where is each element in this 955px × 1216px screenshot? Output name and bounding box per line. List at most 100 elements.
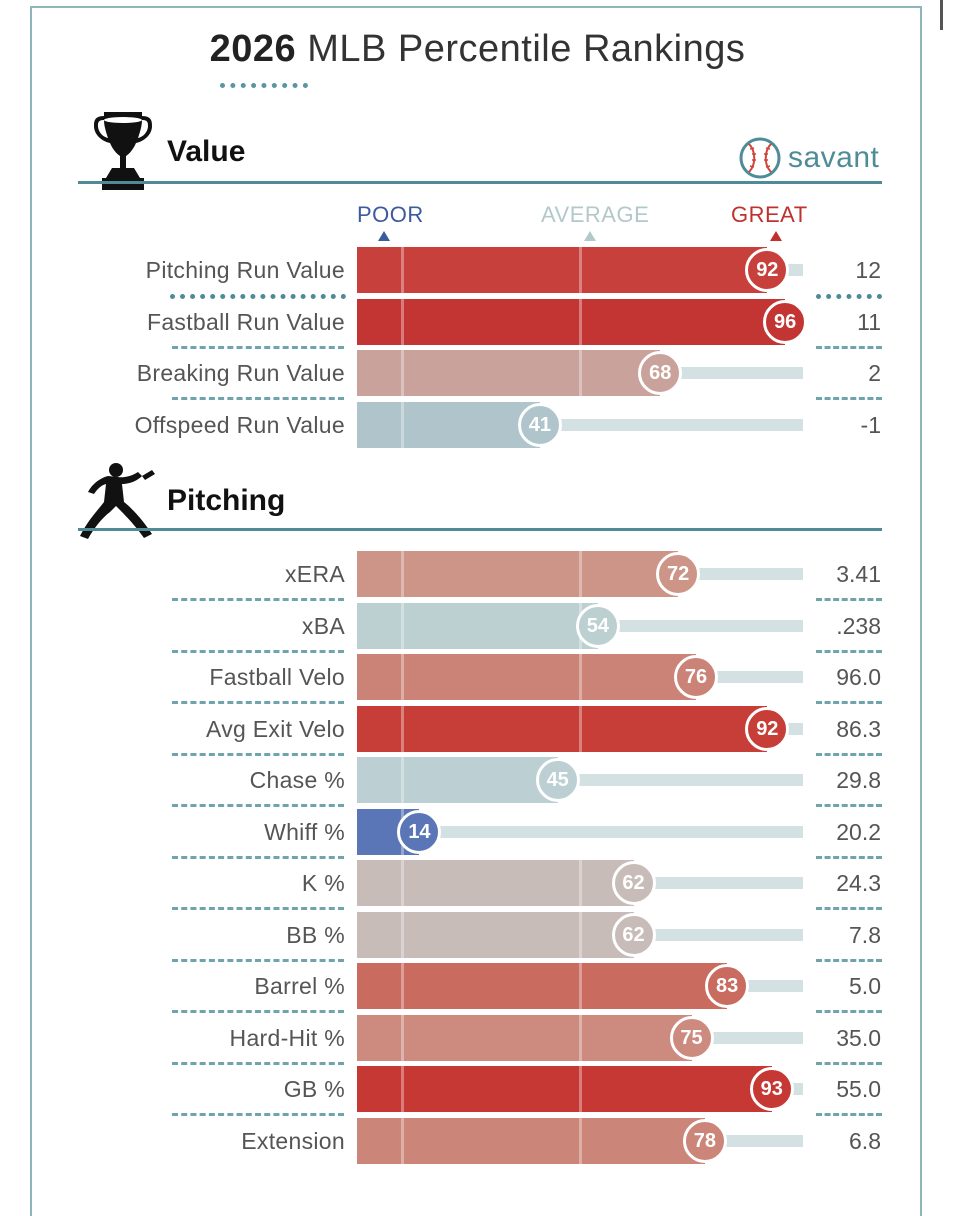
percentile-bubble: 14 — [397, 809, 442, 854]
stat-value: 7.8 — [849, 921, 881, 948]
stat-value: 35.0 — [836, 1024, 881, 1051]
row-separator — [172, 345, 344, 349]
percentile-bubble: 62 — [611, 912, 656, 957]
savant-brand: savant — [788, 141, 880, 174]
bar-tick — [579, 1066, 582, 1112]
row-separator — [170, 294, 346, 299]
percentile-bubble: 92 — [745, 706, 790, 751]
row-label: xERA — [285, 561, 345, 587]
value-separator — [816, 1113, 882, 1116]
percentile-bubble: 72 — [656, 552, 701, 596]
row-label: BB % — [286, 921, 345, 948]
percentile-bar — [357, 1066, 772, 1112]
value-separator — [816, 804, 882, 807]
percentile-bubble: 62 — [611, 861, 656, 905]
bar-tick — [579, 705, 582, 752]
stat-value: 86.3 — [836, 715, 881, 742]
value-separator — [816, 345, 882, 349]
row-label: Avg Exit Velo — [205, 715, 345, 742]
percentile-bubble: 75 — [669, 1015, 714, 1060]
percentile-bar — [357, 757, 558, 803]
chart-row: GB % 93 55.0 — [0, 1066, 955, 1112]
bar-tick — [400, 1117, 404, 1164]
chart-row: Pitching Run Value 92 12 — [0, 247, 955, 293]
percentile-bubble: 83 — [705, 964, 750, 1008]
percentile-bubble: 68 — [638, 351, 683, 395]
percentile-bar — [357, 298, 786, 345]
bar-tick — [579, 350, 582, 396]
value-separator — [816, 907, 882, 910]
chart-row: Avg Exit Velo 92 86.3 — [0, 705, 955, 752]
stat-value: 11 — [857, 308, 881, 335]
chart-row: Fastball Velo 76 96.0 — [0, 654, 955, 700]
percentile-bar — [357, 705, 768, 752]
stat-value: 55.0 — [836, 1076, 881, 1102]
stat-value: 6.8 — [849, 1127, 881, 1154]
poor-marker — [378, 231, 390, 241]
bar-tick — [400, 298, 404, 345]
bar-tick — [579, 298, 582, 345]
chart-row: Fastball Run Value 96 11 — [0, 298, 955, 345]
percentile-bubble: 45 — [535, 758, 580, 802]
value-separator — [816, 701, 882, 704]
bar-tick — [400, 654, 404, 700]
percentile-bar — [357, 1014, 692, 1061]
bar-tick — [400, 350, 404, 396]
bar-tick — [579, 1014, 582, 1061]
chart-row: Extension 78 6.8 — [0, 1117, 955, 1164]
title-year: 2026 — [209, 28, 297, 70]
row-separator — [172, 958, 344, 962]
stat-value: 12 — [855, 257, 881, 283]
bar-tick — [400, 401, 404, 448]
baseball-icon — [739, 137, 781, 179]
bar-tick — [579, 860, 582, 906]
row-separator — [172, 804, 344, 807]
value-separator — [816, 855, 882, 859]
row-separator — [172, 1010, 344, 1013]
percentile-bubble: 93 — [749, 1067, 794, 1111]
row-label: Whiff % — [264, 818, 345, 845]
stat-value: .238 — [836, 612, 881, 639]
pitcher-icon — [80, 463, 155, 539]
average-marker — [584, 231, 596, 241]
percentile-bubble: 41 — [517, 402, 562, 447]
section-title-pitching: Pitching — [167, 484, 286, 517]
percentile-bubble: 54 — [575, 603, 620, 648]
row-separator — [172, 1113, 344, 1116]
stat-value: 2 — [868, 360, 881, 386]
bar-tick — [579, 247, 582, 293]
scale-label-average: AVERAGE — [541, 202, 650, 227]
row-label: Offspeed Run Value — [134, 411, 345, 438]
row-label: Hard-Hit % — [229, 1024, 345, 1051]
bar-tick — [400, 911, 404, 958]
percentile-bar — [357, 350, 661, 396]
chart-row: K % 62 24.3 — [0, 860, 955, 906]
row-label: Extension — [241, 1127, 345, 1154]
row-separator — [172, 598, 344, 601]
row-label: GB % — [283, 1076, 345, 1102]
row-label: Fastball Run Value — [146, 308, 345, 335]
section-line-pitching — [78, 528, 882, 531]
title-text: MLB Percentile Rankings — [307, 28, 746, 70]
chart-row: Breaking Run Value 68 2 — [0, 350, 955, 396]
title-underline — [220, 83, 308, 88]
row-separator — [172, 907, 344, 910]
value-separator — [816, 649, 882, 653]
percentile-bubble: 92 — [745, 248, 790, 292]
stat-value: 5.0 — [849, 973, 881, 999]
savant-logo: savant — [738, 136, 879, 180]
chart-row: xBA 54 .238 — [0, 602, 955, 649]
chart-row: xERA 72 3.41 — [0, 551, 955, 597]
bar-tick — [400, 551, 404, 597]
chart-row: Hard-Hit % 75 35.0 — [0, 1014, 955, 1061]
stat-value: 24.3 — [836, 870, 881, 896]
percentile-bar — [357, 860, 634, 906]
row-label: Chase % — [249, 767, 345, 793]
percentile-bubble: 78 — [682, 1118, 727, 1163]
row-label: Barrel % — [254, 973, 345, 999]
bar-tick — [579, 963, 582, 1009]
great-marker — [770, 231, 782, 241]
value-separator — [816, 294, 882, 299]
section-title-value: Value — [167, 135, 246, 168]
scale-label-great: GREAT — [731, 202, 808, 227]
